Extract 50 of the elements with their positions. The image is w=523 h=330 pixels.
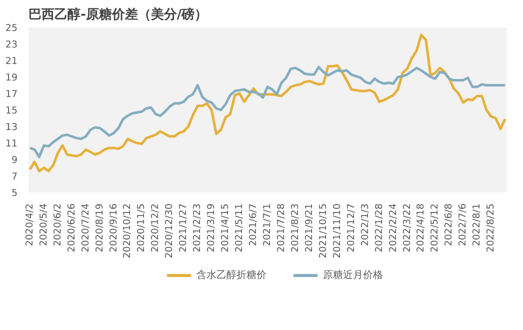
x-tick-label: 2021/10/15	[318, 203, 329, 258]
x-tick-label: 2021/6/7	[248, 203, 260, 246]
x-tick-label: 2022/8/25	[486, 203, 497, 252]
x-tick-label: 2022/6/8	[444, 203, 455, 246]
y-tick-label: 23	[5, 40, 18, 50]
x-tick-label: 2020/12/2	[150, 203, 162, 252]
x-tick-label: 2021/8/23	[290, 203, 301, 252]
line-series	[28, 34, 506, 172]
x-tick-label: 2022/4/18	[416, 203, 427, 252]
x-tick-label: 2021/2/23	[192, 203, 204, 252]
x-tick-label: 2022/3/22	[402, 203, 413, 252]
x-tick-label: 2021/4/15	[220, 203, 232, 252]
x-tick-label: 2020/11/5	[136, 203, 148, 252]
x-tick-label: 2021/1/27	[178, 203, 190, 252]
legend-label: 原糖近月价格	[323, 269, 384, 281]
chart-title: 巴西乙醇-原糖价差（美分/磅）	[28, 6, 208, 22]
x-tick-label: 2022/1/3	[360, 203, 371, 246]
y-tick-label: 21	[5, 56, 18, 67]
y-tick-label: 11	[5, 138, 18, 150]
x-tick-label: 2022/7/6	[458, 203, 469, 246]
x-tick-label: 2020/6/26	[66, 203, 78, 252]
y-tick-label: 5	[11, 188, 18, 199]
x-tick-label: 2021/9/21	[304, 203, 315, 252]
x-tick-label: 2020/5/4	[38, 203, 50, 246]
x-tick-label: 2020/7/24	[80, 203, 92, 252]
x-tick-label: 2020/12/30	[164, 203, 176, 258]
y-tick-label: 9	[11, 155, 18, 166]
y-tick-label: 15	[5, 106, 18, 116]
legend-label: 含水乙醇折糖价	[196, 269, 267, 281]
x-tick-label: 2021/7/1	[262, 203, 273, 246]
y-tick-label: 25	[5, 23, 18, 34]
x-tick-label: 2021/11/10	[332, 203, 343, 258]
x-tick-label: 2020/4/2	[24, 203, 36, 246]
y-tick-label: 17	[5, 89, 18, 100]
x-tick-label: 2020/6/2	[52, 203, 64, 246]
x-tick-label: 2020/8/19	[94, 203, 106, 252]
y-tick-label: 19	[5, 72, 18, 84]
x-tick-label: 2021/5/11	[234, 203, 246, 252]
x-tick-label: 2021/3/19	[206, 203, 218, 252]
x-tick-label: 2021/7/28	[276, 203, 287, 252]
x-tick-label: 2020/9/16	[108, 203, 120, 252]
x-tick-label: 2022/5/12	[430, 203, 441, 252]
x-tick-label: 2022/2/24	[388, 203, 399, 252]
x-tick-label: 2022/1/28	[374, 203, 385, 252]
y-tick-label: 7	[11, 172, 18, 182]
x-tick-label: 2021/12/7	[346, 203, 357, 252]
line-series	[28, 66, 506, 158]
x-tick-label: 2020/10/12	[122, 203, 134, 258]
y-tick-label: 13	[5, 122, 18, 133]
x-tick-label: 2022/8/1	[472, 203, 483, 246]
